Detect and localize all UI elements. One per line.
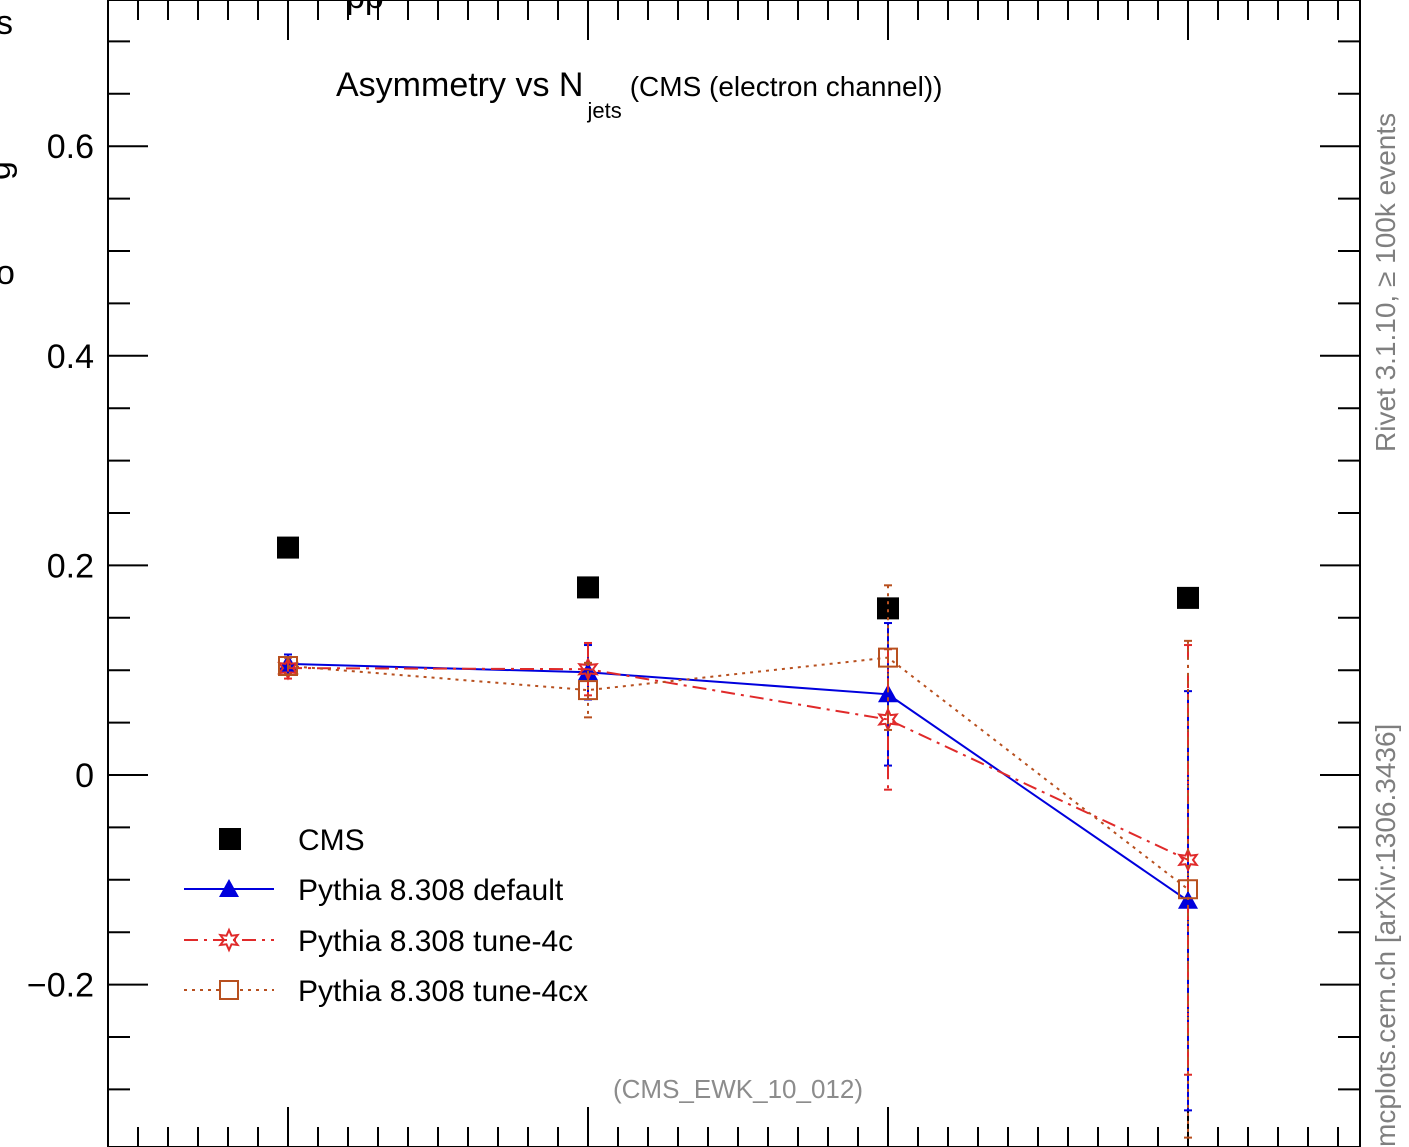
y-tick-label: 0.2 — [47, 547, 94, 585]
ylabel-fragment: g — [0, 161, 18, 180]
data-point — [578, 680, 598, 701]
series-layer — [277, 536, 1199, 1139]
y-tick-label: −0.2 — [27, 967, 94, 1005]
series-0 — [277, 536, 1199, 620]
data-point — [1177, 586, 1199, 609]
data-point — [577, 576, 599, 599]
data-point — [1177, 847, 1199, 873]
series-line — [287, 656, 1189, 890]
ylabel-fragment: o — [0, 254, 15, 292]
data-point — [877, 597, 899, 620]
plot-frame — [107, 0, 1361, 1147]
legend-entry: Pythia 8.308 default — [184, 874, 564, 907]
axis-ticks — [108, 0, 1360, 1147]
legend-marker — [219, 828, 241, 850]
top-cut-text: pp — [346, 0, 384, 16]
series-line — [287, 667, 1189, 861]
legend-label: Pythia 8.308 default — [298, 874, 564, 907]
legend-entry: Pythia 8.308 tune-4c — [184, 925, 573, 958]
legend: CMS Pythia 8.308 default Pythia 8.308 tune… — [184, 824, 588, 1008]
rivet-version-label: Rivet 3.1.10, ≥ 100k events — [1370, 113, 1401, 452]
legend-marker — [218, 927, 240, 953]
series-3 — [278, 584, 1198, 1139]
ylabel-fragment: s — [0, 4, 13, 42]
series-line — [287, 662, 1189, 902]
source-reference-label: mcplots.cern.ch [arXiv:1306.3436] — [1370, 724, 1401, 1147]
y-tick-label: 0.4 — [47, 338, 94, 376]
legend-entry: CMS — [219, 824, 365, 857]
legend-label: Pythia 8.308 tune-4cx — [298, 975, 588, 1008]
analysis-watermark: (CMS_EWK_10_012) — [613, 1074, 863, 1104]
legend-entry: Pythia 8.308 tune-4cx — [184, 975, 588, 1008]
y-tick-label: 0 — [75, 757, 94, 795]
y-tick-labels: 0.6 0.4 0.2 0 −0.2 — [27, 128, 94, 1004]
data-point — [277, 536, 299, 559]
data-point — [1178, 879, 1198, 900]
series-2 — [277, 641, 1199, 1076]
y-tick-label: 0.6 — [47, 128, 94, 166]
legend-marker — [219, 980, 239, 1000]
legend-marker — [219, 879, 239, 897]
data-point — [278, 656, 298, 677]
data-point — [878, 647, 898, 668]
legend-label: Pythia 8.308 tune-4c — [298, 925, 573, 958]
legend-label: CMS — [298, 824, 365, 857]
data-point — [878, 684, 898, 703]
chart-title: Asymmetry vs Njets(CMS (electron channel… — [336, 66, 942, 123]
series-1 — [278, 622, 1198, 1112]
